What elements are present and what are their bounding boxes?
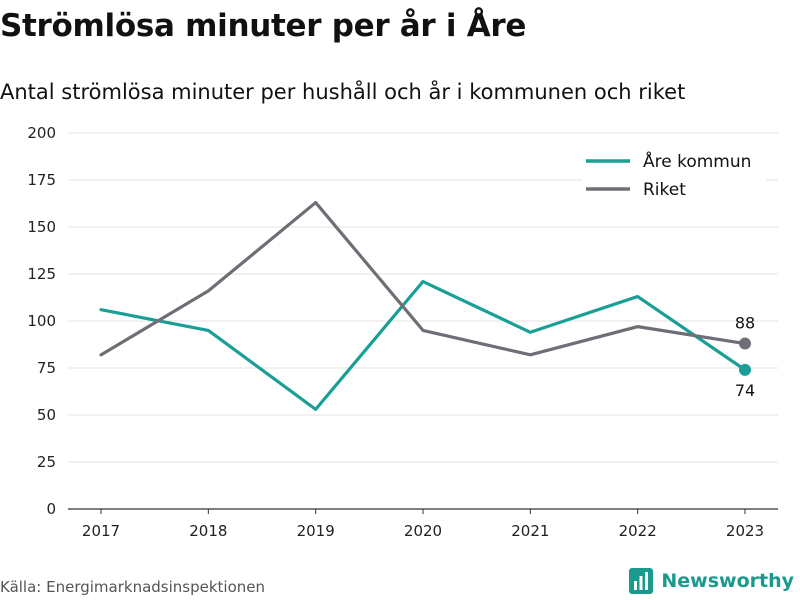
- x-tick-label: 2018: [189, 522, 227, 540]
- brand-name: Newsworthy: [661, 570, 794, 592]
- x-tick-label: 2019: [297, 522, 335, 540]
- series-end-point: [739, 363, 751, 376]
- y-tick-label: 0: [46, 500, 56, 518]
- x-tick-label: 2017: [82, 522, 120, 540]
- y-tick-label: 175: [27, 171, 56, 189]
- bar-chart-logo-icon: [629, 568, 654, 594]
- source-note: Källa: Energimarknadsinspektionen: [0, 578, 266, 596]
- x-axis: 2017 2018 2019 2020 2021 2022 2023: [68, 508, 778, 540]
- brand-logo: Newsworthy: [629, 568, 794, 594]
- y-axis-ticks: 0 25 50 75 100 125 150 175 200: [27, 124, 56, 518]
- series-end-label: 74: [735, 381, 755, 400]
- chart-subtitle: Antal strömlösa minuter per hushåll och …: [0, 80, 686, 104]
- y-tick-label: 200: [27, 124, 56, 142]
- y-tick-label: 150: [27, 218, 56, 236]
- series-lines: 74 88: [99, 200, 755, 411]
- legend-label: Åre kommun: [643, 150, 751, 172]
- chart-title: Strömlösa minuter per år i Åre: [0, 8, 527, 44]
- y-tick-label: 75: [37, 359, 56, 377]
- y-tick-label: 125: [27, 265, 56, 283]
- legend-label: Riket: [643, 180, 686, 200]
- series-line: [99, 200, 747, 357]
- x-tick-label: 2023: [726, 522, 764, 540]
- legend-background: [582, 146, 766, 206]
- x-tick-label: 2020: [404, 522, 442, 540]
- legend: Åre kommun Riket: [582, 146, 766, 206]
- y-tick-label: 50: [37, 406, 56, 424]
- y-tick-label: 100: [27, 312, 56, 330]
- series-end-label: 88: [735, 314, 755, 333]
- x-tick-label: 2021: [511, 522, 549, 540]
- series-line: [99, 279, 747, 411]
- y-tick-label: 25: [37, 453, 56, 471]
- x-tick-label: 2022: [619, 522, 657, 540]
- series-end-point: [739, 337, 751, 350]
